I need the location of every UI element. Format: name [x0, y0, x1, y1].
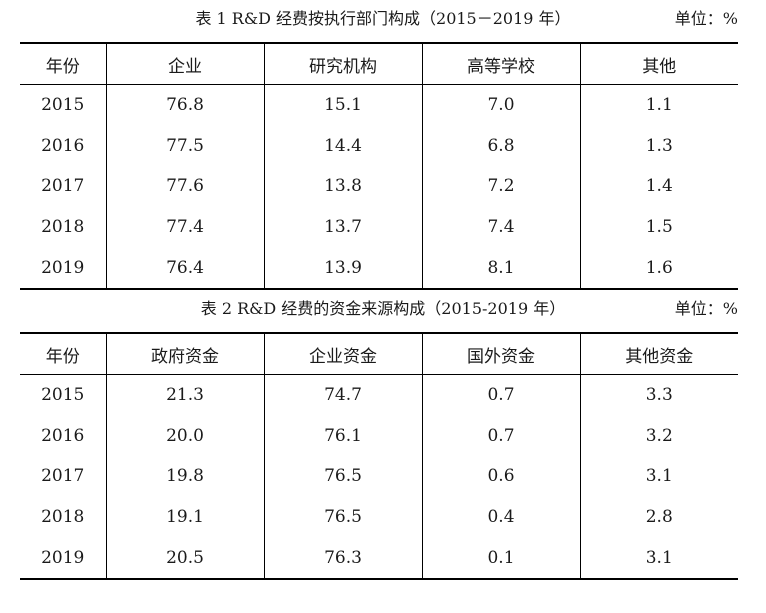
table-cell: 20.5: [105, 537, 264, 579]
table1-header-cell: 年份: [20, 43, 106, 85]
table-cell: 77.5: [105, 125, 264, 167]
table-row: 2018 77.4 13.7 7.4 1.5: [20, 206, 738, 248]
table-cell: 3.1: [579, 537, 738, 579]
table2-header-cell: 年份: [20, 333, 106, 375]
table-cell: 0.4: [421, 496, 580, 538]
table-cell: 2018: [41, 507, 85, 528]
table-cell: 3.3: [579, 374, 738, 416]
table-cell: 20.0: [105, 415, 264, 457]
table-cell: 0.7: [421, 415, 580, 457]
table-cell: 1.3: [579, 125, 738, 167]
table-cell: 76.5: [263, 496, 422, 538]
table-cell: 0.6: [421, 456, 580, 497]
table-row: 2019 76.4 13.9 8.1 1.6: [20, 247, 738, 289]
table-cell: 7.2: [421, 166, 580, 207]
table-cell: 77.4: [105, 206, 264, 248]
table-cell: 0.7: [421, 374, 580, 416]
table-cell: 7.4: [421, 206, 580, 248]
table1-unit: 单位：%: [674, 9, 738, 28]
table2-unit: 单位：%: [674, 299, 738, 318]
table-cell: 2016: [41, 135, 85, 156]
table1-execution-sector: 年份 企业 研究机构 高等学校 其他 2015 76.8 15.1 7.0 1.…: [20, 42, 738, 290]
table-row: 2019 20.5 76.3 0.1 3.1: [20, 537, 738, 579]
table-cell: 1.6: [579, 247, 738, 289]
table1-header-cell: 研究机构: [263, 43, 422, 85]
table-cell: 13.7: [263, 206, 422, 248]
table1-title: 表 1 R&D 经费按执行部门构成（2015－2019 年）: [195, 9, 571, 28]
table-cell: 74.7: [263, 374, 422, 416]
table-cell: 13.8: [263, 166, 422, 207]
table-cell: 1.1: [579, 84, 738, 126]
table-cell: 2018: [41, 217, 85, 238]
table-cell: 15.1: [263, 84, 422, 126]
table-cell: 2019: [41, 257, 85, 278]
table1-header-cell: 其他: [579, 43, 738, 85]
table-cell: 3.1: [579, 456, 738, 497]
table2-header-row: 年份 政府资金 企业资金 国外资金 其他资金: [20, 333, 738, 375]
table-row: 2017 77.6 13.8 7.2 1.4: [20, 166, 738, 207]
table-cell: 2017: [41, 466, 85, 487]
table-cell: 19.8: [105, 456, 264, 497]
table1-header-cell: 企业: [105, 43, 264, 85]
table-cell: 76.1: [263, 415, 422, 457]
table-cell: 2015: [41, 95, 85, 116]
table-cell: 2017: [41, 176, 85, 197]
table-cell: 1.5: [579, 206, 738, 248]
table-cell: 2.8: [579, 496, 738, 538]
table-cell: 14.4: [263, 125, 422, 167]
table2-header-cell: 其他资金: [579, 333, 738, 375]
table2-title: 表 2 R&D 经费的资金来源构成（2015-2019 年）: [200, 299, 566, 318]
table-cell: 76.3: [263, 537, 422, 579]
table2-funding-source: 年份 政府资金 企业资金 国外资金 其他资金 2015 21.3 74.7 0.…: [20, 332, 738, 580]
table-cell: 76.8: [105, 84, 264, 126]
table-cell: 19.1: [105, 496, 264, 538]
table-cell: 21.3: [105, 374, 264, 416]
table1-caption-bar: 表 1 R&D 经费按执行部门构成（2015－2019 年） 单位：%: [0, 6, 766, 32]
table2-caption-bar: 表 2 R&D 经费的资金来源构成（2015-2019 年） 单位：%: [0, 296, 766, 322]
table-row: 2015 76.8 15.1 7.0 1.1: [20, 84, 738, 126]
table-cell: 2019: [41, 547, 85, 568]
table-cell: 6.8: [421, 125, 580, 167]
table-cell: 7.0: [421, 84, 580, 126]
table2-header-cell: 政府资金: [105, 333, 264, 375]
table1-header-cell: 高等学校: [421, 43, 580, 85]
table-cell: 3.2: [579, 415, 738, 457]
table-cell: 77.6: [105, 166, 264, 207]
table-cell: 2015: [41, 385, 85, 406]
table-cell: 0.1: [421, 537, 580, 579]
table-row: 2016 77.5 14.4 6.8 1.3: [20, 125, 738, 167]
table-row: 2018 19.1 76.5 0.4 2.8: [20, 496, 738, 538]
table-row: 2015 21.3 74.7 0.7 3.3: [20, 374, 738, 416]
table2-header-cell: 国外资金: [421, 333, 580, 375]
table-cell: 2016: [41, 425, 85, 446]
table-row: 2017 19.8 76.5 0.6 3.1: [20, 456, 738, 497]
table-cell: 13.9: [263, 247, 422, 289]
table2-header-cell: 企业资金: [263, 333, 422, 375]
table-cell: 76.5: [263, 456, 422, 497]
table-cell: 1.4: [579, 166, 738, 207]
table-cell: 8.1: [421, 247, 580, 289]
table-row: 2016 20.0 76.1 0.7 3.2: [20, 415, 738, 457]
table-cell: 76.4: [105, 247, 264, 289]
table1-header-row: 年份 企业 研究机构 高等学校 其他: [20, 43, 738, 85]
